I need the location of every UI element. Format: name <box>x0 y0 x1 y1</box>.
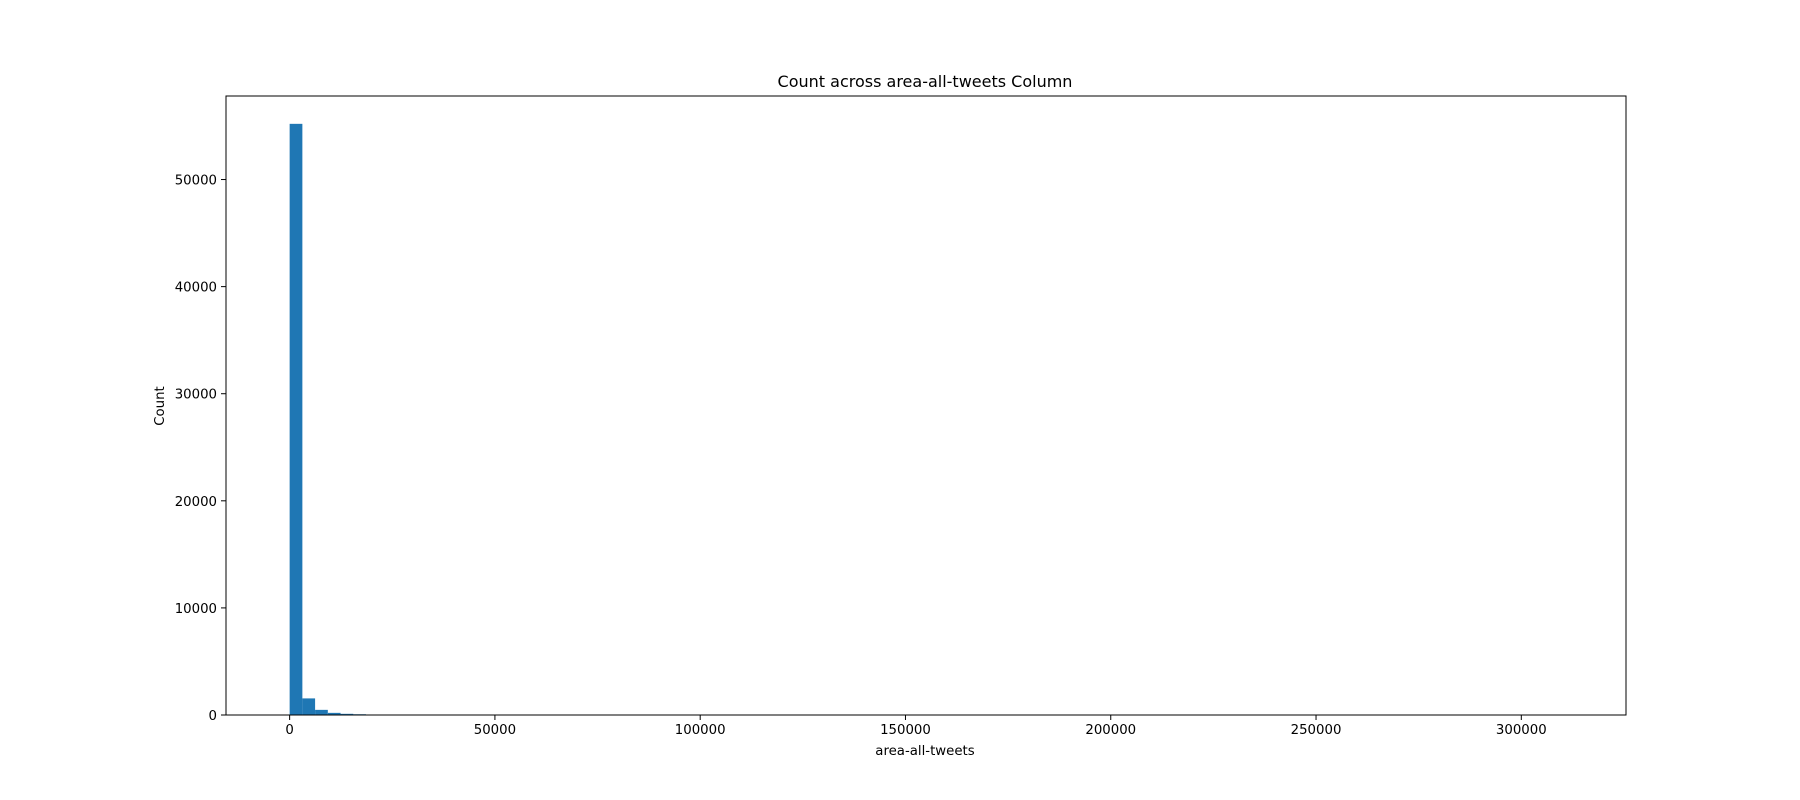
y-tick-label: 0 <box>209 709 217 724</box>
x-tick-label: 150000 <box>880 723 931 738</box>
histogram-bar <box>289 123 303 716</box>
x-tick-label: 300000 <box>1496 723 1547 738</box>
histogram-bars <box>289 123 417 716</box>
histogram-bar <box>302 698 316 715</box>
x-tick-label: 50000 <box>474 723 516 738</box>
y-tick-label: 20000 <box>175 495 217 510</box>
y-tick-label: 40000 <box>175 281 217 296</box>
histogram-bar <box>327 712 341 715</box>
chart-title: Count across area-all-tweets Column <box>778 72 1073 91</box>
y-axis-label: Count <box>153 386 168 426</box>
histogram-bar <box>315 709 328 715</box>
y-tick-label: 50000 <box>175 174 217 189</box>
x-tick-label: 100000 <box>675 723 726 738</box>
plot-frame <box>225 95 1627 716</box>
y-axis-ticks: 0 10000 20000 30000 40000 50000 <box>175 174 226 724</box>
x-tick-label: 0 <box>285 723 293 738</box>
histogram-bar <box>340 713 354 715</box>
x-axis-ticks: 0 50000 100000 150000 200000 250000 300000 <box>285 715 1547 738</box>
x-tick-label: 200000 <box>1085 723 1136 738</box>
y-tick-label: 30000 <box>175 388 217 403</box>
x-tick-label: 250000 <box>1291 723 1342 738</box>
x-axis-label: area-all-tweets <box>875 744 974 759</box>
y-tick-label: 10000 <box>175 602 217 617</box>
